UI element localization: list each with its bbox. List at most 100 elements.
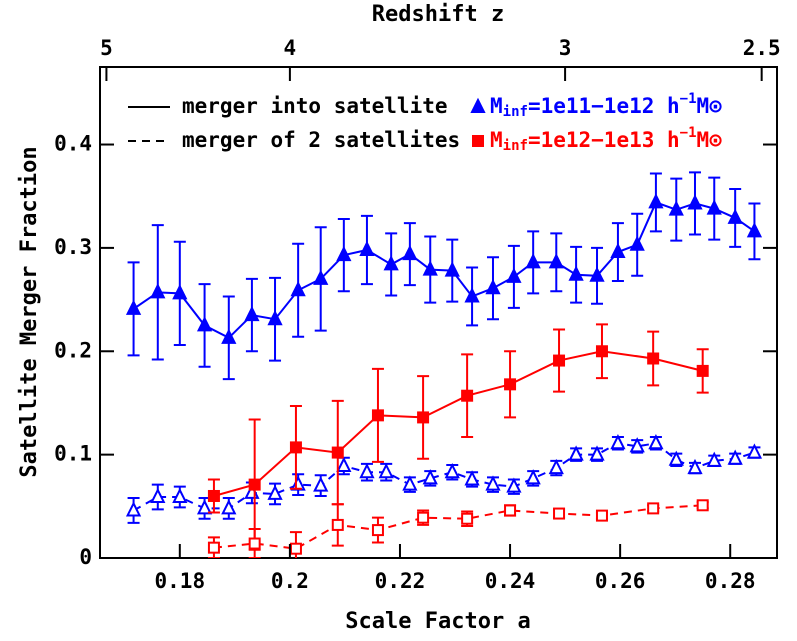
x-tick-label: 0.28 — [705, 569, 756, 593]
square-marker — [417, 511, 430, 524]
square-marker — [647, 352, 660, 365]
top-tick-label: 3 — [559, 36, 572, 60]
y-tick-label: 0.2 — [54, 338, 92, 362]
square-marker — [417, 411, 430, 424]
triangle-marker — [196, 316, 213, 332]
triangle-marker — [172, 284, 188, 300]
triangle-marker — [525, 253, 541, 269]
triangle-marker — [422, 469, 438, 485]
triangle-marker — [221, 328, 237, 344]
triangle-marker — [125, 501, 142, 517]
triangle-marker — [525, 469, 541, 485]
square-marker — [289, 441, 302, 454]
triangle-marker — [629, 235, 645, 251]
triangle-marker — [506, 267, 522, 283]
series-line — [213, 504, 703, 550]
triangle-marker — [359, 462, 375, 479]
triangle-marker — [589, 445, 605, 461]
square-marker — [207, 541, 220, 554]
triangle-marker — [610, 242, 626, 259]
square-marker — [595, 509, 608, 522]
triangle-marker — [706, 451, 722, 467]
y-tick-label: 0.4 — [54, 132, 92, 156]
triangle-marker — [648, 193, 664, 209]
triangle-marker — [444, 261, 460, 277]
legend-label-part: =1e12−1e13 h — [528, 128, 680, 152]
square-marker — [696, 499, 709, 512]
square-marker — [696, 364, 709, 377]
triangle-marker — [444, 462, 460, 479]
y-tick-label: 0 — [79, 545, 92, 569]
triangle-marker — [267, 484, 283, 500]
square-marker — [248, 478, 261, 491]
x-tick-label: 0.2 — [271, 569, 309, 593]
legend-label: Minf=1e12−1e13 h−1M⊙ — [490, 125, 722, 154]
plot-area — [125, 171, 763, 558]
triangle-marker — [485, 278, 501, 295]
legend-label-part: −1 — [680, 91, 697, 107]
triangle-marker — [290, 281, 306, 297]
square-marker — [331, 518, 344, 531]
x-tick-label: 0.22 — [375, 569, 426, 593]
triangle-marker — [687, 458, 703, 475]
triangle-marker — [746, 222, 763, 238]
x-tick-label: 0.26 — [595, 569, 646, 593]
triangle-marker — [568, 265, 584, 281]
triangle-marker — [648, 434, 664, 450]
square-marker — [553, 507, 566, 520]
triangle-marker — [125, 299, 142, 315]
legend-label: merger of 2 satellites — [182, 128, 460, 152]
triangle-marker — [464, 287, 480, 303]
triangle-marker — [727, 449, 743, 465]
triangle-marker — [267, 309, 283, 326]
legend-label: Minf=1e11−1e12 h−1M⊙ — [490, 91, 722, 120]
square-marker — [331, 446, 344, 459]
triangle-marker — [668, 450, 684, 466]
triangle-marker — [402, 475, 418, 491]
legend-label-part: M⊙ — [697, 94, 723, 118]
series-line — [133, 201, 756, 340]
triangle-marker — [589, 266, 605, 282]
square-marker — [461, 389, 474, 402]
legend-label-part: M — [490, 94, 503, 118]
triangle-marker — [568, 445, 584, 461]
square-marker — [371, 524, 384, 537]
triangle-marker — [221, 499, 237, 515]
square-marker — [248, 537, 261, 550]
y-tick-label: 0.1 — [54, 442, 92, 466]
x-axis-title: Scale Factor a — [345, 609, 530, 634]
triangle-marker — [336, 245, 352, 262]
plot-frame — [99, 66, 778, 559]
triangle-marker — [422, 260, 438, 276]
y-axis-title: Satellite Merger Fraction — [17, 146, 42, 477]
x-tick-label: 0.24 — [485, 569, 536, 593]
series-line — [213, 350, 703, 497]
triangle-marker — [629, 437, 645, 453]
triangle-marker — [668, 200, 684, 216]
triangle-marker — [687, 194, 703, 210]
series-line — [133, 442, 755, 512]
square-marker — [289, 542, 302, 555]
legend-label: merger into satellite — [182, 94, 448, 118]
legend-label-part: M — [490, 128, 503, 152]
triangle-marker — [485, 475, 501, 491]
top-tick-label: 4 — [284, 36, 297, 60]
top-tick-label: 2.5 — [743, 36, 781, 60]
top-tick-label: 5 — [100, 36, 113, 60]
triangle-marker — [402, 244, 418, 261]
square-marker — [207, 489, 220, 502]
triangle-marker — [313, 476, 329, 492]
legend-label-part: inf — [503, 138, 528, 154]
legend-label-part: =1e11−1e12 h — [528, 94, 680, 118]
triangle-marker — [313, 269, 329, 285]
triangle-marker — [244, 305, 260, 322]
triangle-marker — [359, 240, 375, 256]
square-marker — [553, 354, 566, 367]
triangle-marker — [336, 456, 352, 473]
triangle-marker — [610, 434, 626, 450]
y-tick-label: 0.3 — [54, 235, 92, 259]
square-marker — [504, 378, 517, 391]
legend-label-part: −1 — [680, 125, 697, 141]
square-marker — [647, 502, 660, 515]
